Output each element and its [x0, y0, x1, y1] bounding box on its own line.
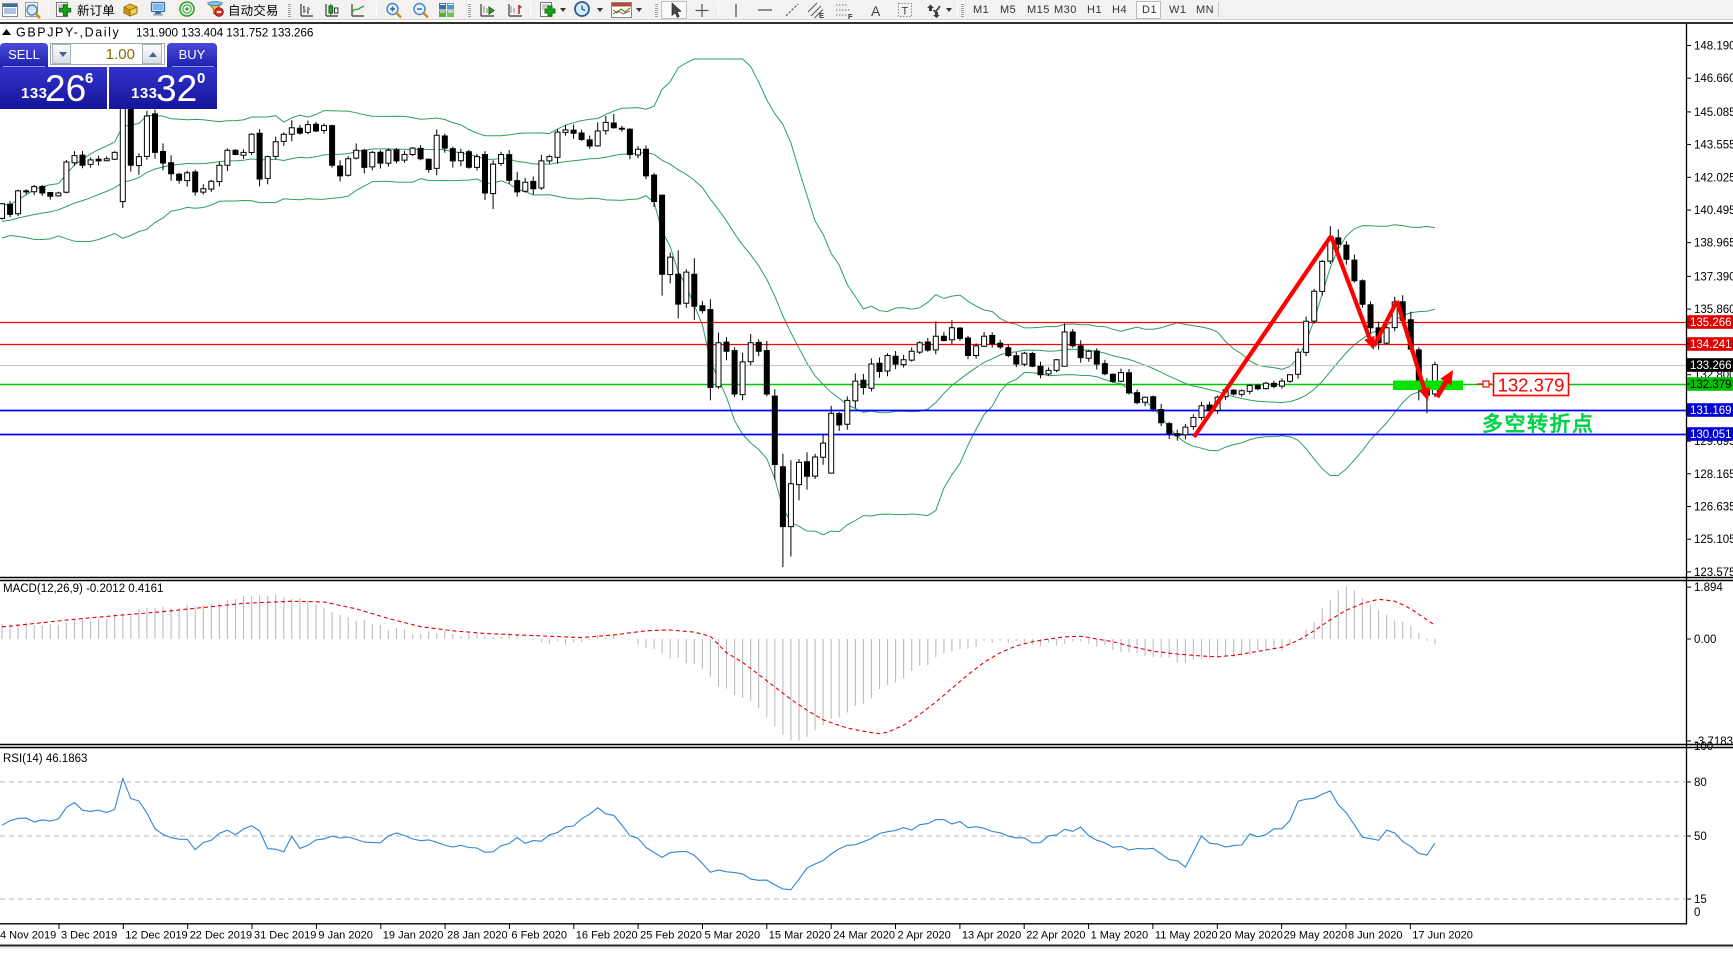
svg-text:29 May 2020: 29 May 2020 [1284, 930, 1348, 942]
svg-text:142.025: 142.025 [1694, 172, 1733, 184]
svg-text:131.169: 131.169 [1690, 405, 1732, 417]
svg-text:15 Mar 2020: 15 Mar 2020 [769, 930, 831, 942]
svg-text:19 Jan 2020: 19 Jan 2020 [383, 930, 444, 942]
svg-text:4 Nov 2019: 4 Nov 2019 [0, 930, 56, 942]
svg-text:16 Feb 2020: 16 Feb 2020 [576, 930, 638, 942]
svg-text:12 Dec 2019: 12 Dec 2019 [125, 930, 187, 942]
svg-text:31 Dec 2019: 31 Dec 2019 [254, 930, 316, 942]
svg-text:126.635: 126.635 [1694, 502, 1733, 514]
svg-text:17 Jun 2020: 17 Jun 2020 [1412, 930, 1473, 942]
svg-text:24 Mar 2020: 24 Mar 2020 [833, 930, 895, 942]
svg-text:2 Apr 2020: 2 Apr 2020 [898, 930, 951, 942]
svg-text:135.860: 135.860 [1694, 304, 1733, 316]
svg-text:137.390: 137.390 [1694, 271, 1733, 283]
svg-text:0.00: 0.00 [1694, 634, 1716, 646]
svg-text:22 Dec 2019: 22 Dec 2019 [190, 930, 252, 942]
svg-text:T: T [902, 6, 909, 18]
svg-text:80: 80 [1694, 777, 1707, 789]
svg-text:11 May 2020: 11 May 2020 [1155, 930, 1218, 942]
svg-text:1.894: 1.894 [1694, 582, 1723, 594]
svg-text:145.085: 145.085 [1694, 107, 1733, 119]
svg-text:132.379: 132.379 [1690, 379, 1732, 391]
svg-text:6 Feb 2020: 6 Feb 2020 [511, 930, 567, 942]
svg-text:5 Mar 2020: 5 Mar 2020 [705, 930, 761, 942]
svg-text:138.965: 138.965 [1694, 238, 1733, 250]
svg-text:22 Apr 2020: 22 Apr 2020 [1026, 930, 1085, 942]
svg-text:128.165: 128.165 [1694, 469, 1733, 481]
svg-text:25 Feb 2020: 25 Feb 2020 [640, 930, 702, 942]
svg-text:15: 15 [1694, 894, 1707, 906]
svg-text:13 Apr 2020: 13 Apr 2020 [962, 930, 1021, 942]
svg-text:1 May 2020: 1 May 2020 [1091, 930, 1148, 942]
svg-text:130.051: 130.051 [1690, 429, 1732, 441]
svg-text:RSI(14) 46.1863: RSI(14) 46.1863 [3, 753, 87, 765]
svg-text:28 Jan 2020: 28 Jan 2020 [447, 930, 508, 942]
svg-text:132.379: 132.379 [1498, 375, 1565, 396]
svg-text:MACD(12,26,9) -0.2012 0.4161: MACD(12,26,9) -0.2012 0.4161 [3, 583, 163, 595]
svg-text:8 Jun 2020: 8 Jun 2020 [1348, 930, 1402, 942]
svg-text:100: 100 [1694, 741, 1713, 753]
svg-text:148.190: 148.190 [1694, 41, 1733, 53]
svg-text:143.555: 143.555 [1694, 140, 1733, 152]
svg-text:123.575: 123.575 [1694, 567, 1733, 579]
svg-text:133.266: 133.266 [1690, 360, 1732, 372]
svg-text:125.105: 125.105 [1694, 534, 1733, 546]
svg-text:9 Jan 2020: 9 Jan 2020 [318, 930, 372, 942]
svg-text:3 Dec 2019: 3 Dec 2019 [61, 930, 117, 942]
svg-text:50: 50 [1694, 831, 1707, 843]
svg-text:20 May 2020: 20 May 2020 [1219, 930, 1283, 942]
svg-text:146.660: 146.660 [1694, 73, 1733, 85]
svg-text:GBPJPY-,Daily: GBPJPY-,Daily [16, 26, 120, 40]
svg-text:-3.7183: -3.7183 [1694, 736, 1733, 748]
svg-text:140.495: 140.495 [1694, 205, 1733, 217]
svg-text:F: F [848, 12, 853, 19]
svg-text:E: E [819, 11, 824, 19]
svg-text:0: 0 [1694, 907, 1700, 919]
svg-text:134.241: 134.241 [1690, 339, 1732, 351]
svg-text:135.266: 135.266 [1690, 317, 1732, 329]
svg-text:131.900 133.404 131.752 133.26: 131.900 133.404 131.752 133.266 [136, 26, 314, 40]
